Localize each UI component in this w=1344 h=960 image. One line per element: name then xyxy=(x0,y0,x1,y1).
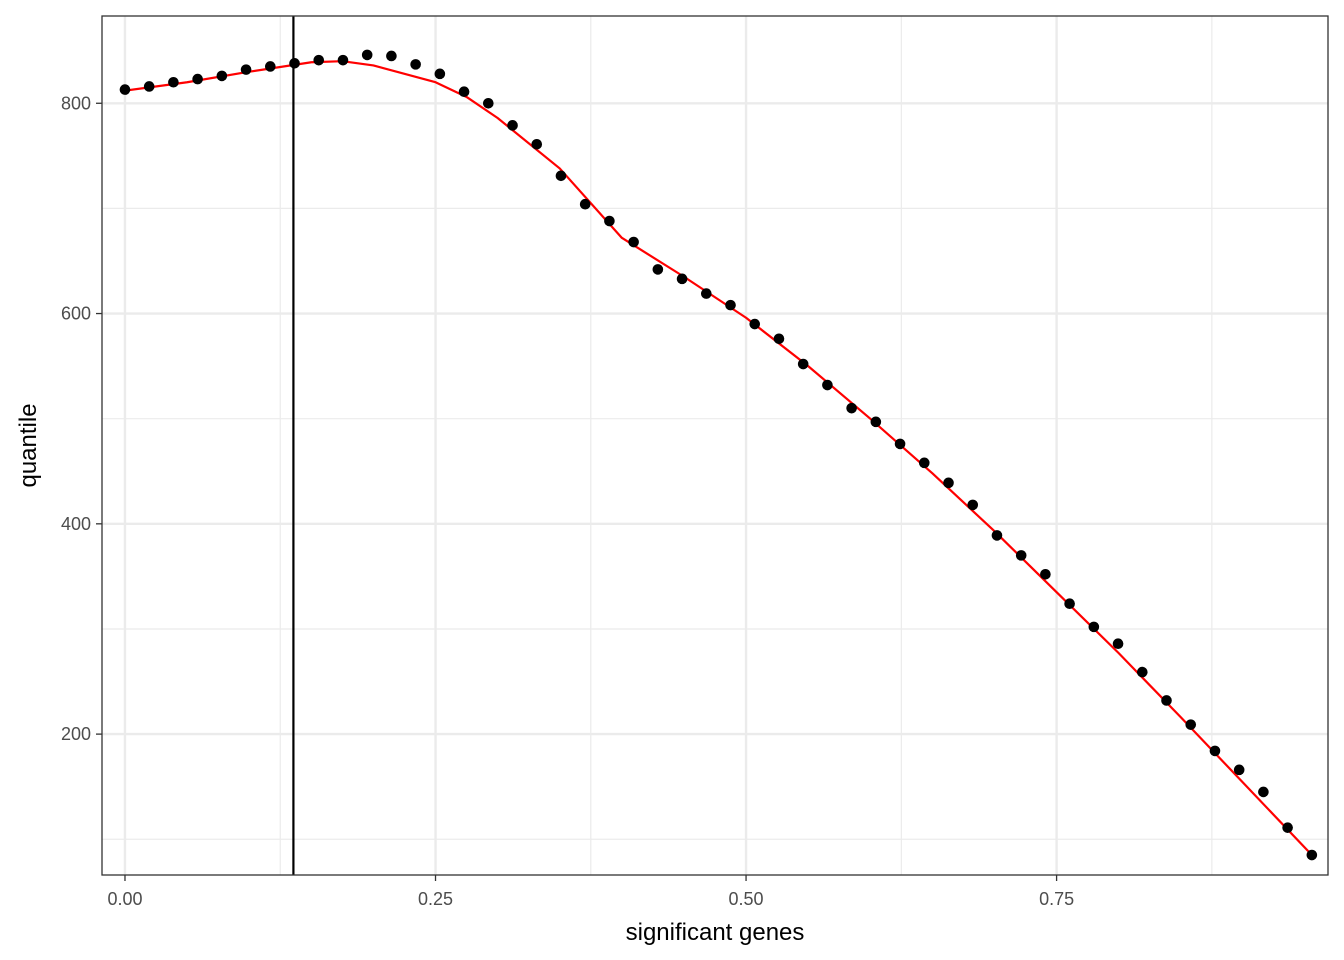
data-point xyxy=(628,236,639,248)
data-point xyxy=(1015,550,1027,561)
data-point xyxy=(1185,719,1197,730)
y-tick-label: 800 xyxy=(61,93,91,113)
data-point xyxy=(1064,598,1075,610)
data-point xyxy=(434,68,446,80)
x-tick-label: 0.00 xyxy=(107,889,142,909)
data-point xyxy=(265,61,276,72)
data-point xyxy=(870,416,882,428)
y-axis: 200 400 600 800 xyxy=(61,93,102,744)
data-point xyxy=(822,379,833,391)
x-axis: 0.00 0.25 0.50 0.75 xyxy=(107,875,1074,909)
data-point xyxy=(337,54,349,66)
data-point xyxy=(361,49,373,61)
x-axis-title: significant genes xyxy=(626,919,805,946)
data-point xyxy=(192,73,203,85)
data-point xyxy=(289,58,300,69)
data-point xyxy=(652,264,664,275)
data-point xyxy=(1282,822,1293,833)
smooth-fit-line xyxy=(123,60,1313,857)
data-point xyxy=(240,64,252,75)
data-point xyxy=(919,457,930,469)
data-point xyxy=(1306,849,1318,861)
data-point xyxy=(216,70,228,82)
data-point xyxy=(386,50,397,62)
y-tick-label: 200 xyxy=(61,724,91,744)
data-point xyxy=(1112,638,1124,649)
data-point xyxy=(531,138,543,150)
data-point xyxy=(894,438,906,450)
data-point xyxy=(168,76,179,88)
data-point xyxy=(967,499,979,511)
data-point xyxy=(1088,621,1100,633)
data-point xyxy=(773,333,785,345)
x-tick-label: 0.25 xyxy=(418,889,453,909)
y-axis-title: quantile xyxy=(15,403,42,487)
data-point xyxy=(797,358,809,370)
points-layer xyxy=(119,49,1318,861)
y-tick-label: 600 xyxy=(61,304,91,324)
data-point xyxy=(410,59,421,70)
data-point xyxy=(579,198,591,210)
data-point xyxy=(313,54,325,66)
data-point xyxy=(749,318,761,330)
panel-border xyxy=(101,15,1329,876)
data-point xyxy=(143,81,155,92)
data-point xyxy=(725,299,736,311)
data-point xyxy=(555,170,567,182)
x-tick-label: 0.50 xyxy=(729,889,764,909)
data-point xyxy=(483,97,494,109)
minor-gridlines xyxy=(102,16,1328,875)
data-point xyxy=(676,273,688,285)
data-point xyxy=(458,86,470,98)
data-point xyxy=(507,120,518,131)
data-point xyxy=(991,530,1003,541)
y-tick-label: 400 xyxy=(61,514,91,534)
smooth-line-layer xyxy=(123,60,1313,857)
x-tick-label: 0.75 xyxy=(1039,889,1074,909)
data-point xyxy=(943,477,954,489)
data-point xyxy=(1258,786,1269,798)
data-point xyxy=(1136,666,1148,678)
data-point xyxy=(846,402,857,414)
data-point xyxy=(1161,695,1172,706)
data-point xyxy=(1209,745,1221,757)
data-point xyxy=(1040,568,1051,580)
major-gridlines xyxy=(102,16,1328,875)
data-point xyxy=(604,215,615,227)
data-point xyxy=(701,288,712,299)
data-point xyxy=(1233,764,1245,776)
data-point xyxy=(119,84,131,95)
